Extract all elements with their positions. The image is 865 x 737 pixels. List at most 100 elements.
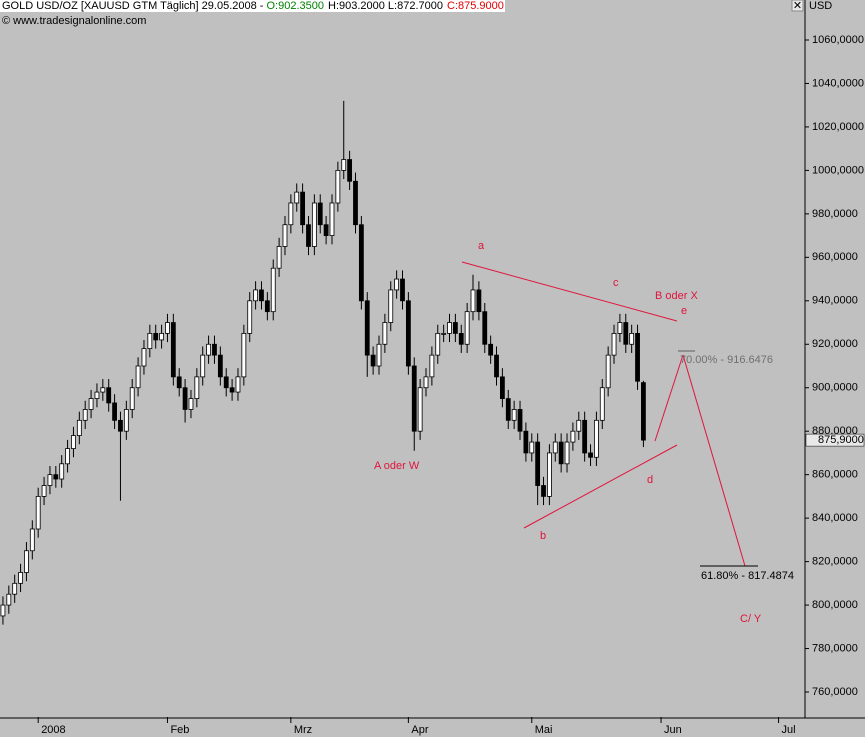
y-tick-label: 820,0000 [812,556,858,568]
annotation: c [613,277,619,289]
upper-trendline [461,261,678,322]
candle-body [488,343,494,356]
candle-body [35,496,41,530]
annotation: 61.80% - 817.4874 [701,570,794,582]
candle-body [564,441,570,465]
candle-body [464,311,470,345]
candle-body [588,452,593,458]
candle-body [47,474,53,486]
candle-body [482,311,488,345]
candle-body [358,224,364,302]
candle-body [499,376,505,399]
candle-body [18,572,23,584]
y-tick-label: 1000,0000 [812,164,864,176]
y-tick-label: 780,0000 [812,642,858,654]
candle-body [605,354,611,389]
candle-body [417,387,423,432]
last-price-box [805,433,865,447]
x-tick-label: Jun [664,724,682,736]
candle-body [88,398,94,410]
candle-body [435,332,441,356]
candle-body [65,448,70,465]
y-tick-label: 760,0000 [812,686,858,698]
x-tick-label: Jul [782,724,796,736]
candle-body [100,387,106,393]
candle-body [270,267,276,313]
candle-body [247,300,253,334]
chart-header: GOLD USD/OZ [XAUUSD GTM Täglich] 29.05.2… [2,0,504,12]
candle-body [288,202,294,226]
candle-body [264,300,270,313]
y-tick-label: 940,0000 [812,295,858,307]
candle-body [141,348,147,367]
candle-body [611,332,617,356]
candle-body [558,441,564,465]
close-value: C:875.9000 [447,0,504,12]
candle-body [235,376,241,393]
y-tick-label: 800,0000 [812,599,858,611]
candle-body [546,452,552,497]
symbol: GOLD USD/OZ [XAUUSD GTM Täglich] 29.05.2… [2,0,267,12]
candle-body [370,354,376,367]
candle-body [200,354,206,378]
candle-body [641,382,646,441]
candle-body [635,332,640,382]
candle-body [135,365,141,389]
candle-body [599,387,605,421]
candle-body [629,332,635,345]
candle-body [476,289,482,313]
candle-body [188,398,194,410]
annotation-lines [461,261,746,567]
candle-body [300,191,306,226]
x-tick-label: Apr [411,724,428,736]
candle-body [276,246,282,269]
candle-body [294,191,300,204]
candle-body [182,387,188,410]
candle-body [241,332,247,378]
candle-body [253,289,259,302]
candle-body [576,419,582,432]
annotation: a [478,240,485,252]
candle-body [394,278,400,291]
x-tick-label: Feb [170,724,189,736]
candle-body [511,409,517,421]
projection-down [682,354,746,567]
copyright: © www.tradesignalonline.com [2,15,146,27]
candle-body [106,387,112,404]
candle-body [317,202,323,226]
candle-body [223,376,229,389]
candle-body [129,387,135,410]
y-tick-label: 1020,0000 [812,121,864,133]
annotation: d [647,474,653,486]
y-tick-label: 1060,0000 [812,34,864,46]
candle-body [12,582,18,595]
annotation: e [681,305,687,317]
candle-body [217,354,223,378]
candle-body [505,398,511,421]
lower-trendline [523,444,678,529]
close-button[interactable] [791,0,804,12]
candle-body [159,332,164,341]
candle-body [170,322,176,378]
candle-body [259,289,264,302]
candle-body [523,430,529,454]
candle-body [165,322,170,334]
annotation: A oder W [374,460,420,472]
candle-body [329,202,335,236]
candle-body [623,322,629,345]
annotation: B oder X [655,290,698,302]
candle-body [229,387,235,393]
currency-label: USD [809,0,832,12]
candle-body [552,441,558,454]
candle-body [517,409,523,432]
candle-body [388,289,394,323]
candle-body [405,300,411,367]
candle-body [53,474,59,480]
candle-body [441,332,447,335]
x-tick-label: Mrz [294,724,312,736]
candle-body [41,485,47,497]
candle-body [494,354,499,378]
candle-body [176,376,182,389]
candle-body [570,430,576,443]
